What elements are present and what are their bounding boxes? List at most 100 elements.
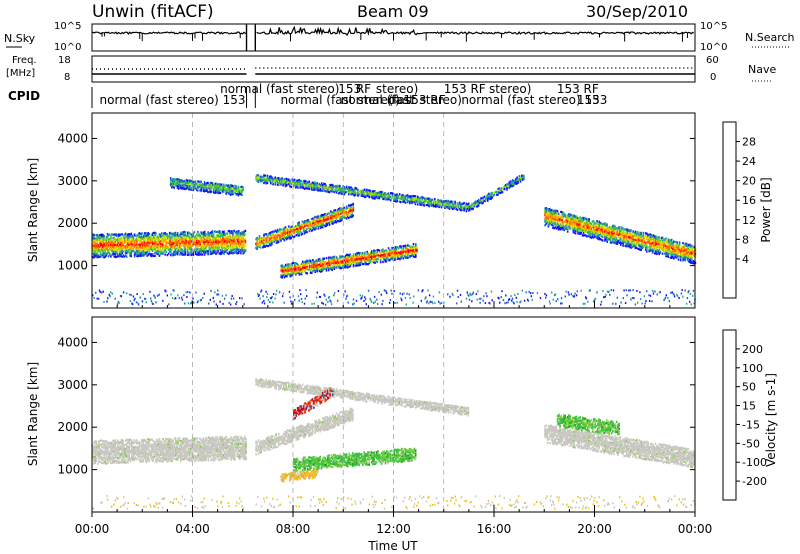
- range-gate-cell: [182, 182, 184, 185]
- range-gate-cell: [140, 232, 143, 235]
- range-gate-cell: [624, 232, 627, 235]
- range-gate-cell: [391, 251, 393, 254]
- range-gate-cell: [350, 255, 353, 258]
- range-gate-cell: [650, 246, 653, 249]
- range-gate-cell: [678, 249, 681, 252]
- range-gate-cell: [679, 251, 682, 254]
- range-gate-cell: [185, 243, 188, 246]
- range-gate-cell: [189, 188, 191, 191]
- range-gate-cell: [179, 245, 181, 248]
- range-gate-cell: [257, 174, 260, 177]
- range-gate-cell: [350, 258, 353, 261]
- range-gate-cell: [324, 214, 326, 217]
- noise-left-tick-top: 10^5: [54, 21, 81, 32]
- range-gate-cell: [546, 221, 549, 224]
- range-gate-cell: [692, 249, 694, 252]
- range-gate-cell: [659, 242, 662, 245]
- range-gate-cell: [317, 264, 320, 267]
- range-gate-cell: [200, 247, 203, 250]
- range-gate-cell: [284, 232, 287, 236]
- range-gate-cell: [296, 234, 298, 237]
- range-gate-cell: [339, 255, 341, 258]
- range-gate-cell: [285, 183, 288, 186]
- range-gate-cell: [137, 239, 139, 242]
- range-gate-cell: [133, 239, 136, 242]
- range-gate-cell: [189, 243, 191, 246]
- range-gate-cell: [168, 241, 171, 244]
- range-gate-cell: [264, 180, 266, 183]
- range-gate-cell: [200, 186, 202, 189]
- range-gate-cell: [395, 194, 398, 198]
- range-gate-cell: [97, 255, 100, 258]
- range-gate-cell: [192, 238, 195, 241]
- range-gate-cell: [139, 254, 142, 257]
- range-gate-cell: [421, 198, 424, 201]
- range-gate-cell: [181, 236, 183, 240]
- range-gate-cell: [637, 233, 639, 236]
- range-gate-cell: [426, 197, 428, 200]
- range-gate-cell: [336, 217, 339, 220]
- range-gate-cell: [415, 244, 417, 247]
- range-gate-cell: [456, 202, 459, 205]
- range-gate-cell: [222, 239, 224, 242]
- range-gate-cell: [308, 183, 311, 186]
- range-gate-cell: [236, 230, 239, 233]
- range-gate-cell: [586, 221, 588, 224]
- range-gate-cell: [303, 230, 306, 233]
- range-gate-cell: [190, 182, 192, 186]
- range-gate-cell: [188, 179, 190, 182]
- range-gate-cell: [557, 226, 560, 229]
- range-gate-cell: [123, 241, 126, 244]
- range-gate-cell: [572, 231, 575, 234]
- range-gate-cell: [573, 218, 576, 221]
- range-gate-cell: [314, 262, 316, 265]
- range-gate-cell: [572, 214, 575, 217]
- range-gate-cell: [201, 249, 204, 252]
- range-gate-cell: [103, 247, 105, 250]
- range-gate-cell: [684, 252, 686, 255]
- range-gate-cell: [154, 242, 156, 245]
- range-gate-cell: [378, 252, 381, 255]
- range-gate-cell: [660, 243, 663, 246]
- range-gate-cell: [383, 253, 385, 256]
- range-gate-cell: [427, 204, 429, 207]
- range-gate-cell: [401, 249, 403, 252]
- range-gate-cell: [298, 179, 300, 182]
- range-gate-cell: [99, 252, 102, 255]
- range-gate-cell: [370, 255, 373, 258]
- range-gate-cell: [604, 223, 606, 227]
- range-gate-cell: [258, 244, 261, 247]
- range-gate-cell: [184, 243, 187, 246]
- range-gate-cell: [303, 222, 306, 225]
- range-gate-cell: [422, 204, 425, 207]
- range-gate-cell: [394, 246, 397, 249]
- range-gate-cell: [103, 242, 105, 245]
- range-gate-cell: [318, 257, 321, 261]
- range-gate-cell: [331, 190, 333, 193]
- range-gate-cell: [665, 248, 667, 251]
- range-gate-cell: [232, 237, 234, 240]
- range-gate-cell: [263, 238, 265, 241]
- range-gate-cell: [305, 187, 307, 190]
- range-gate-cell: [224, 239, 226, 242]
- range-gate-cell: [184, 251, 187, 254]
- range-gate-cell: [450, 205, 453, 208]
- range-gate-cell: [268, 239, 271, 242]
- range-gate-cell: [594, 231, 596, 234]
- range-gate-cell: [564, 224, 567, 227]
- range-gate-cell: [562, 213, 564, 216]
- range-gate-cell: [413, 197, 416, 201]
- range-gate-cell: [337, 257, 339, 260]
- range-gate-cell: [572, 229, 575, 232]
- range-gate-cell: [596, 227, 598, 230]
- range-gate-cell: [183, 183, 186, 186]
- range-gate-cell: [400, 252, 402, 255]
- range-gate-cell: [199, 184, 201, 187]
- range-gate-cell: [665, 237, 667, 240]
- range-gate-cell: [598, 238, 601, 241]
- range-gate-cell: [97, 244, 100, 247]
- range-gate-cell: [214, 230, 216, 233]
- range-gate-cell: [263, 233, 265, 236]
- range-gate-cell: [548, 218, 551, 222]
- range-gate-cell: [606, 237, 608, 240]
